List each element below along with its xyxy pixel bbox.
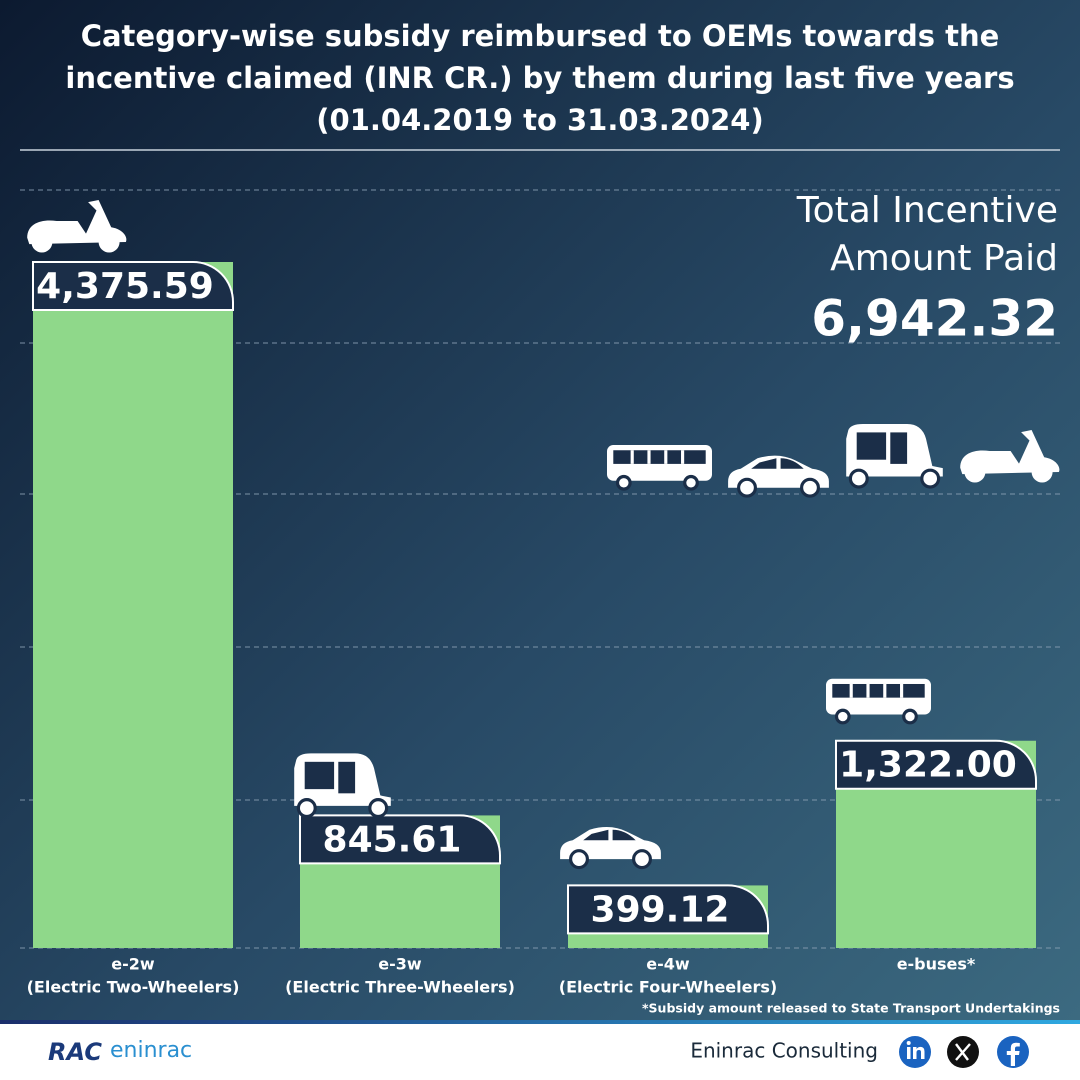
total-label: Total Incentive <box>796 190 1058 231</box>
value-box <box>567 884 769 935</box>
value-box <box>32 261 234 311</box>
value-box <box>299 814 501 865</box>
x-tick-label: e-4w <box>646 955 690 974</box>
value-label: 4,375.59 <box>36 266 214 307</box>
x-tick-label: e-2w <box>111 955 155 974</box>
value-label: 399.12 <box>591 889 730 930</box>
title-block: Category-wise subsidy reimbursed to OEMs… <box>65 19 1014 137</box>
logo-mark: RAC <box>48 1038 102 1066</box>
x-tick-sublabel: (Electric Three-Wheelers) <box>285 978 515 997</box>
total-value: 6,942.32 <box>811 290 1058 348</box>
value-label: 1,322.00 <box>839 745 1017 786</box>
x-tick-label: e-3w <box>378 955 422 974</box>
bars: 4,375.59 e-2w (Electric Two-Wheelers) 845.6… <box>27 200 1037 997</box>
x-tick-label: e-buses* <box>897 955 976 974</box>
value-label: 845.61 <box>323 819 462 860</box>
chart-title: incentive claimed (INR CR.) by them duri… <box>65 61 1014 95</box>
chart-title: (01.04.2019 to 31.03.2024) <box>316 103 763 137</box>
company-name: Eninrac Consulting <box>690 1039 878 1063</box>
bar <box>33 262 233 948</box>
social-icons <box>899 1036 1029 1068</box>
total-label: Amount Paid <box>830 238 1058 279</box>
chart-title: Category-wise subsidy reimbursed to OEMs… <box>81 19 1000 53</box>
x-tick-sublabel: (Electric Four-Wheelers) <box>559 978 777 997</box>
x-tick-sublabel: (Electric Two-Wheelers) <box>27 978 240 997</box>
footnote: *Subsidy amount released to State Transp… <box>642 1001 1060 1016</box>
footer-strip <box>0 1020 1080 1024</box>
logo-text: eninrac <box>110 1038 192 1063</box>
value-box <box>835 739 1037 790</box>
